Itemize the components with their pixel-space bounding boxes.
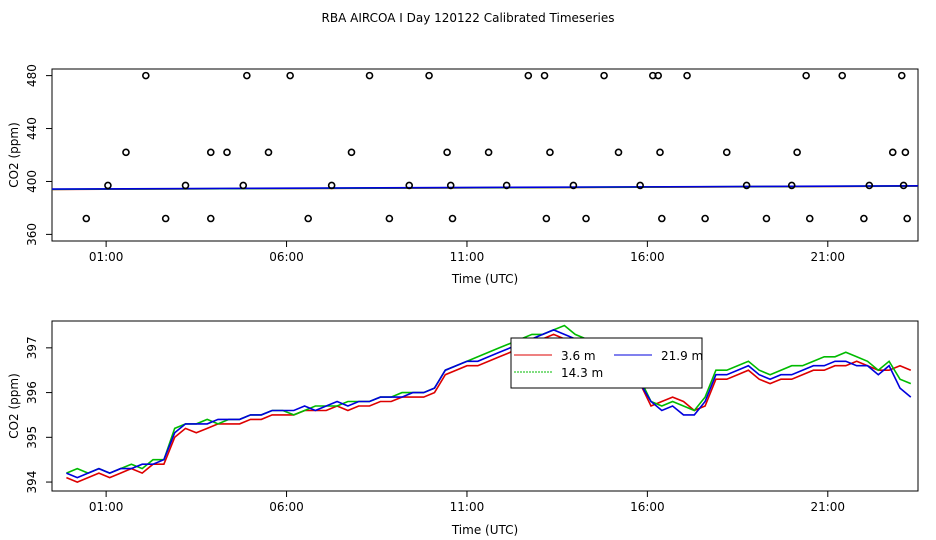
y-tick-label: 400: [25, 170, 39, 193]
scatter-point: [762, 214, 771, 223]
scatter-point: [223, 148, 231, 157]
legend-label-3-6m: 3.6 m: [561, 349, 596, 363]
scatter-point: [899, 181, 908, 190]
x-tick-label: 16:00: [630, 250, 665, 264]
x-tick-label: 11:00: [450, 500, 485, 514]
y-tick-label: 395: [25, 426, 39, 449]
scatter-point: [901, 148, 910, 157]
scatter-point: [805, 214, 814, 223]
scatter-point: [365, 71, 374, 80]
scatter-point: [142, 71, 150, 80]
scatter-point: [425, 71, 433, 80]
scatter-point: [502, 181, 511, 190]
scatter-point: [206, 214, 215, 223]
scatter-point: [903, 214, 911, 223]
legend: 3.6 m 14.3 m 21.9 m: [510, 337, 703, 389]
scatter-point: [742, 181, 751, 190]
scatter-point: [104, 181, 112, 190]
scatter-point: [860, 214, 868, 223]
legend-label-21-9m: 21.9 m: [661, 349, 703, 363]
scatter-point: [701, 214, 709, 223]
scatter-point: [546, 148, 554, 157]
scatter-point: [122, 148, 130, 157]
x-tick-label: 01:00: [89, 250, 124, 264]
scatter-point: [484, 148, 493, 157]
x-tick-label: 01:00: [89, 500, 124, 514]
x-axis-label: Time (UTC): [451, 272, 518, 286]
x-axis-label: Time (UTC): [451, 523, 518, 537]
x-tick-label: 21:00: [810, 500, 845, 514]
scatter-point: [636, 181, 644, 190]
scatter-point: [206, 148, 215, 157]
page-title: RBA AIRCOA I Day 120122 Calibrated Times…: [322, 11, 615, 25]
x-tick-label: 06:00: [269, 500, 304, 514]
scatter-point: [683, 71, 691, 80]
scatter-point: [654, 71, 663, 80]
scatter-point: [181, 181, 190, 190]
x-tick-label: 06:00: [269, 250, 304, 264]
scatter-point: [540, 71, 549, 80]
scatter-point: [385, 214, 394, 223]
scatter-point: [161, 214, 170, 223]
scatter-point: [448, 214, 457, 223]
plot-frame: [51, 320, 919, 492]
scatter-point: [347, 148, 356, 157]
scatter-point: [327, 181, 336, 190]
scatter-point: [524, 71, 533, 80]
x-tick-label: 21:00: [810, 250, 845, 264]
scatter-point: [658, 214, 666, 223]
y-axis-label: CO2 (ppm): [7, 373, 21, 439]
scatter-point: [656, 148, 664, 157]
series-line-3-6-m: [66, 333, 912, 483]
scatter-point: [304, 214, 312, 223]
scatter-point: [264, 148, 273, 157]
scatter-point: [542, 214, 551, 223]
scatter-point: [582, 214, 590, 223]
scatter-point: [787, 181, 796, 190]
scatter-point: [897, 71, 906, 80]
scatter-point: [446, 181, 455, 190]
scatter-point: [838, 71, 847, 80]
scatter-point: [802, 71, 810, 80]
y-tick-label: 360: [25, 223, 39, 246]
scatter-point: [405, 181, 414, 190]
series-line-21-9-m: [66, 329, 912, 479]
y-tick-label: 480: [25, 64, 39, 87]
co2-timeseries-plot: Time (UTC) CO2 (ppm) 01:00 06:00 11:00 16:0…: [7, 320, 919, 537]
series-line: [52, 185, 918, 190]
scatter-point: [286, 71, 294, 80]
x-tick-label: 11:00: [450, 250, 485, 264]
scatter-point: [443, 148, 451, 157]
legend-label-14-3m: 14.3 m: [561, 366, 603, 380]
y-tick-label: 396: [25, 381, 39, 404]
legend-box: [510, 337, 703, 389]
calibration-scatter-plot: Time (UTC) CO2 (ppm) 01:00 06:00 11:00 16:0…: [7, 64, 919, 286]
y-tick-label: 440: [25, 117, 39, 140]
scatter-point: [600, 71, 608, 80]
scatter-point: [722, 148, 731, 157]
scatter-point: [243, 71, 251, 80]
x-tick-label: 16:00: [630, 500, 665, 514]
series-line-14-3-m: [66, 324, 912, 474]
scatter-point: [614, 148, 623, 157]
y-tick-label: 397: [25, 336, 39, 359]
y-axis-label: CO2 (ppm): [7, 122, 21, 188]
scatter-point: [569, 181, 578, 190]
scatter-point: [239, 181, 248, 190]
plot-frame: [51, 68, 919, 242]
scatter-point: [888, 148, 897, 157]
scatter-point: [865, 181, 874, 190]
scatter-point: [82, 214, 91, 223]
y-tick-label: 394: [25, 471, 39, 494]
scatter-point: [793, 148, 801, 157]
